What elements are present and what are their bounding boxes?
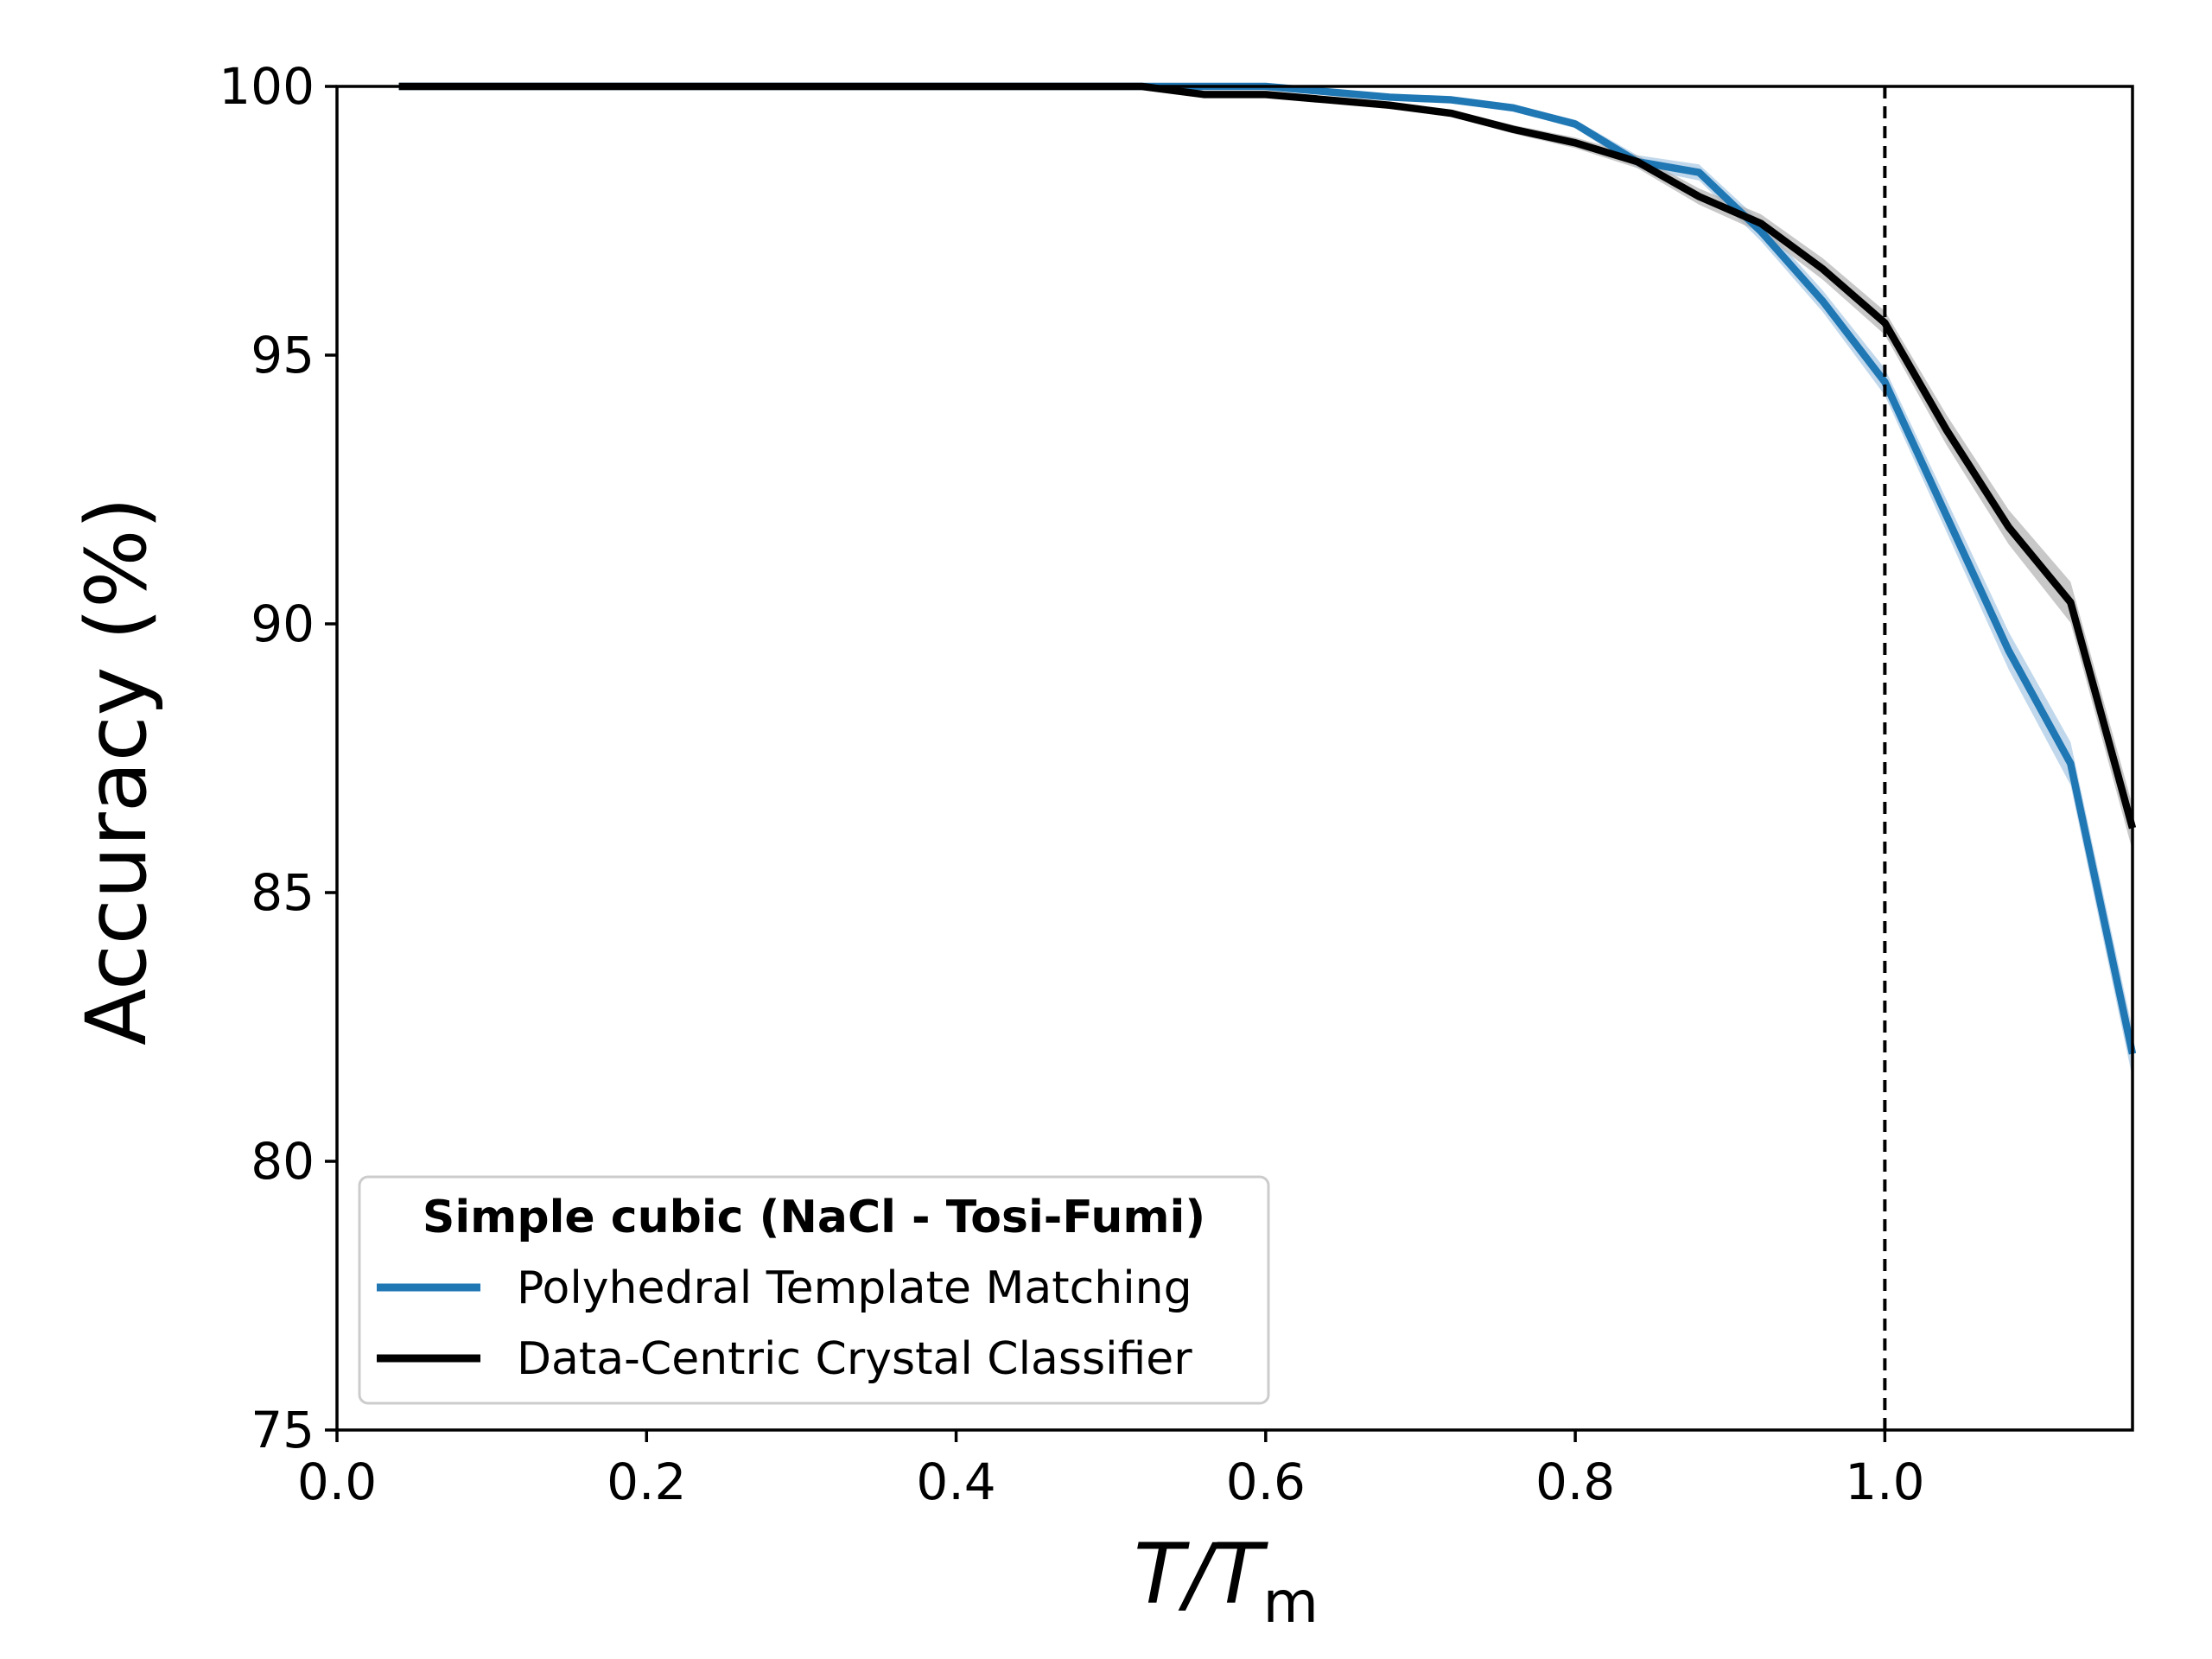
- x-tick-label: 0.8: [1535, 1452, 1615, 1511]
- legend-label-dc3: Data-Centric Crystal Classifier: [517, 1333, 1192, 1385]
- y-tick-label: 95: [251, 326, 315, 385]
- y-axis-ticks: 75 80 85 90 95 100: [219, 57, 337, 1459]
- series-band-1: [398, 86, 2133, 851]
- y-tick-label: 90: [251, 594, 315, 653]
- series-lines: [398, 82, 2137, 1055]
- x-tick-label: 0.0: [297, 1452, 377, 1511]
- legend-box: [358, 1175, 1270, 1405]
- x-axis-label-main: T/T: [1134, 1526, 1268, 1623]
- legend-label-ptm: Polyhedral Template Matching: [517, 1262, 1192, 1314]
- x-axis-label: T/Tm: [1134, 1526, 1319, 1636]
- y-tick-label: 75: [251, 1401, 315, 1459]
- confidence-bands: [398, 86, 2133, 1078]
- x-tick-label: 0.4: [916, 1452, 995, 1511]
- y-tick-label: 100: [219, 57, 315, 116]
- y-tick-label: 80: [251, 1132, 315, 1191]
- y-tick-label: 85: [251, 863, 315, 922]
- series-line-1: [398, 82, 2137, 830]
- legend-title: Simple cubic (NaCl - Tosi-Fumi): [423, 1192, 1205, 1243]
- x-axis-label-sub: m: [1263, 1569, 1319, 1636]
- y-axis-label: Accuracy (%): [68, 497, 165, 1046]
- x-tick-label: 0.2: [607, 1452, 686, 1511]
- plot-frame: [335, 85, 2134, 1432]
- x-tick-label: 1.0: [1845, 1452, 1924, 1511]
- x-axis-ticks: 0.0 0.2 0.4 0.6 0.8 1.0: [297, 1430, 1925, 1511]
- series-line-0: [398, 82, 2137, 1055]
- legend: Simple cubic (NaCl - Tosi-Fumi) Polyhedr…: [358, 1175, 1270, 1405]
- x-tick-label: 0.6: [1226, 1452, 1306, 1511]
- series-band-0: [398, 86, 2133, 1078]
